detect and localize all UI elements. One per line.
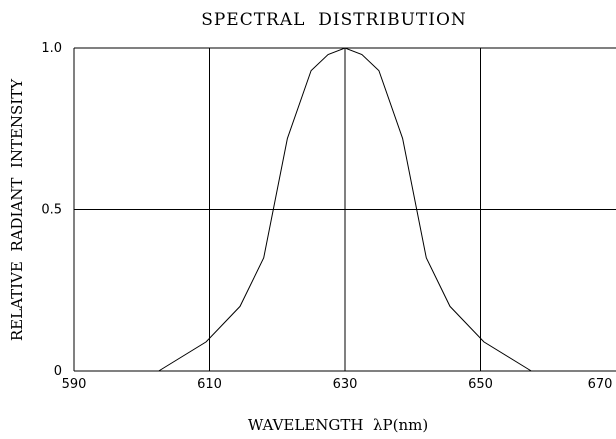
- tick-labels: 590 610 630 650 670 0 0.5 1.0: [41, 41, 612, 392]
- x-tick-label: 650: [468, 377, 493, 392]
- grid-lines: [74, 48, 616, 371]
- x-tick-label: 610: [197, 377, 222, 392]
- y-tick-label: 0.5: [41, 203, 62, 218]
- y-tick-label: 0: [54, 364, 62, 379]
- x-tick-label: 590: [62, 377, 87, 392]
- spectral-curve-0: [158, 47, 532, 372]
- series-layer: [158, 47, 532, 372]
- x-axis-label: WAVELENGTH λP(nm): [248, 416, 428, 434]
- y-tick-label: 1.0: [41, 41, 62, 56]
- y-axis-label: RELATIVE RADIANT INTENSITY: [8, 78, 26, 341]
- chart-title: SPECTRAL DISTRIBUTION: [201, 10, 467, 30]
- x-tick-label: 670: [588, 377, 613, 392]
- x-tick-label: 630: [333, 377, 358, 392]
